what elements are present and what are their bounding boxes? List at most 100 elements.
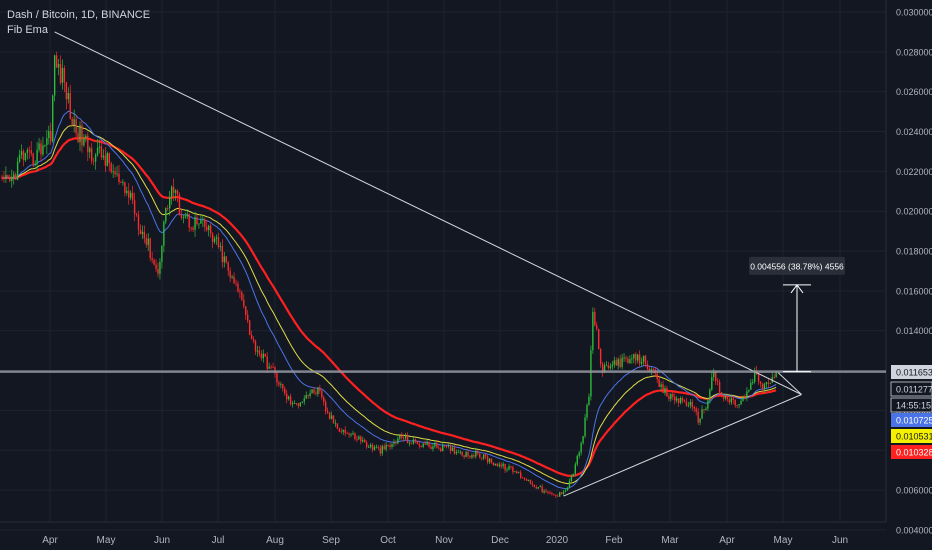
candle-body — [488, 458, 491, 463]
y-tick-label: 0.026000 — [896, 87, 932, 97]
candle-body — [243, 299, 245, 307]
candle-body — [705, 408, 707, 411]
candle-body — [535, 487, 537, 489]
candle-body — [89, 148, 91, 153]
candle-body — [545, 490, 547, 492]
candle-body — [252, 339, 255, 341]
candle-body — [387, 444, 389, 446]
candle-body — [638, 354, 641, 364]
candle-body — [506, 469, 508, 471]
candle-body — [549, 492, 551, 494]
candle-body — [619, 359, 621, 367]
candle-body — [373, 446, 376, 450]
candle-body — [660, 384, 662, 387]
indicator-name[interactable]: Fib Ema — [7, 24, 48, 36]
candle-body — [208, 225, 210, 231]
x-tick-label: Oct — [380, 535, 396, 546]
measure-arrowhead — [790, 284, 804, 294]
candle-body — [79, 125, 81, 143]
candle-body — [114, 171, 116, 175]
candle-body — [108, 153, 110, 164]
candle-body — [598, 329, 600, 350]
symbol-title[interactable]: Dash / Bitcoin, 1D, BINANCE — [7, 9, 151, 21]
candle-body — [256, 350, 259, 352]
candle-body — [161, 245, 163, 262]
candle-body — [223, 256, 225, 263]
candle-body — [736, 405, 738, 406]
candle-body — [465, 452, 467, 457]
candle-body — [9, 177, 11, 181]
candle-body — [73, 119, 75, 126]
candle-body — [352, 433, 354, 435]
candle-body — [211, 233, 214, 242]
candle-body — [395, 442, 397, 444]
candle-body — [87, 135, 89, 153]
candle-body — [383, 446, 385, 450]
y-tick-label: 0.028000 — [896, 47, 932, 57]
candle-body — [683, 400, 686, 402]
candle-body — [124, 182, 126, 193]
x-tick-label: Jun — [832, 535, 848, 546]
candle-body — [635, 354, 637, 361]
candle-body — [36, 149, 38, 164]
candle-body — [537, 487, 539, 489]
triangle-apex-line — [777, 372, 802, 395]
candle-body — [67, 92, 69, 100]
candle-body — [163, 221, 165, 246]
candle-body — [674, 396, 676, 401]
candle-body — [13, 174, 15, 178]
candle-body — [744, 397, 746, 399]
candle-body — [512, 467, 514, 472]
candle-body — [430, 446, 432, 450]
candle-body — [209, 225, 212, 234]
candle-body — [539, 486, 541, 488]
candle-body — [642, 355, 645, 362]
candle-body — [350, 434, 352, 436]
candle-body — [81, 125, 83, 146]
candle-body — [752, 381, 754, 383]
candle-body — [250, 334, 253, 340]
candle-body — [358, 436, 360, 440]
candle-body — [276, 373, 278, 383]
candle-body — [564, 490, 567, 492]
time-axis[interactable]: Apr May Jun Jul Aug Sep Oct Nov Dec 2020 Feb Mar Apr… — [42, 535, 848, 546]
candle-body — [44, 145, 46, 146]
candle-body — [116, 173, 118, 175]
ema-red-line — [1, 136, 777, 477]
candle-body — [176, 190, 179, 195]
candle-body — [574, 464, 576, 474]
candle-body — [258, 350, 261, 354]
candle-body — [656, 373, 658, 380]
candle-body — [326, 411, 329, 413]
candle-body — [46, 137, 48, 146]
candle-body — [424, 443, 426, 445]
candle-body — [525, 479, 528, 481]
candle-body — [291, 403, 294, 405]
candle-body — [24, 152, 27, 161]
candle-body — [311, 389, 313, 394]
price-label: 0.010531 — [896, 432, 932, 442]
candle-body — [381, 446, 383, 454]
candle-body — [264, 353, 266, 357]
candle-body — [720, 392, 723, 396]
candle-body — [192, 227, 194, 230]
x-tick-label: Apr — [719, 535, 735, 546]
drawing-tools[interactable]: 0.004556 (38.78%) 4556 — [0, 31, 886, 497]
descending-trendline — [54, 31, 802, 395]
candle-body — [492, 462, 495, 466]
candle-body — [523, 478, 526, 480]
candle-body — [91, 148, 93, 161]
price-axis[interactable]: 0.030000 0.028000 0.026000 0.024000 0.022000… — [890, 7, 932, 535]
candle-body — [459, 451, 461, 453]
candle-body — [198, 223, 200, 225]
candle-body — [328, 412, 331, 419]
candle-body — [640, 361, 643, 364]
candle-body — [742, 397, 744, 401]
candle-body — [455, 452, 458, 454]
candle-body — [227, 262, 229, 271]
candle-body — [502, 463, 504, 467]
candle-body — [412, 439, 415, 444]
candle-body — [188, 214, 190, 228]
candle-body — [42, 145, 44, 155]
